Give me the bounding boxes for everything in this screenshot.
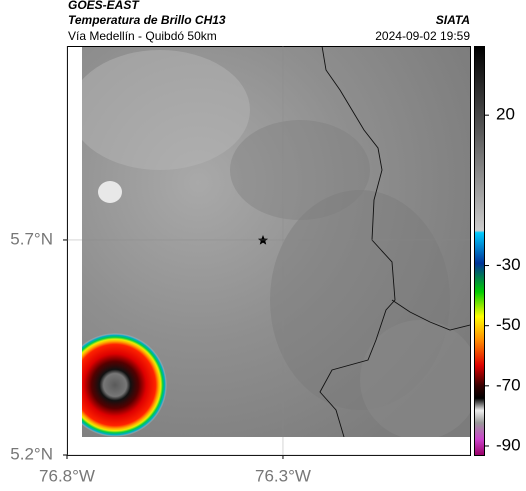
y-tick-label: 5.2°N <box>10 444 53 463</box>
route: Vía Medellín - Quibdó 50km <box>68 29 217 43</box>
y-tick-label: 5.7°N <box>10 229 53 248</box>
colorbar-label: 20 <box>496 105 515 124</box>
colorbar-label: -70 <box>496 375 521 394</box>
colorbar-label: -30 <box>496 255 521 274</box>
source: SIATA <box>436 13 470 27</box>
map-frame <box>67 46 471 456</box>
title: GOES-EAST <box>68 0 140 12</box>
border <box>319 46 396 437</box>
subtitle: Temperatura de Brillo CH13 <box>68 13 226 27</box>
border <box>391 299 470 331</box>
x-tick-label: 76.3°W <box>255 466 311 485</box>
colorbar-label: -90 <box>496 435 521 454</box>
colorbar-label: -50 <box>496 315 521 334</box>
colorbar <box>474 46 485 456</box>
datetime: 2024-09-02 19:59 <box>375 29 470 43</box>
x-tick-label: 76.8°W <box>39 466 95 485</box>
satellite-image <box>82 46 470 437</box>
